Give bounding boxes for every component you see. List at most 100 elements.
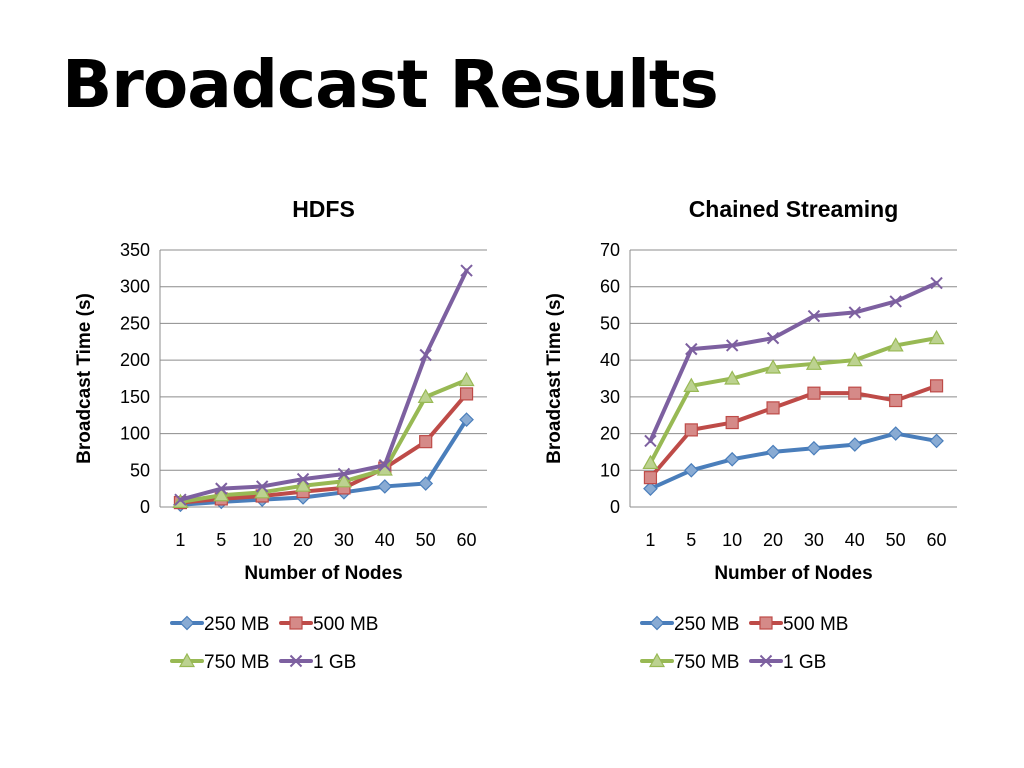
data-point-1-gb — [337, 467, 351, 481]
y-axis-tick-labels: 0 10 20 30 40 50 60 70 — [600, 240, 620, 517]
legend-marker-250-mb — [649, 615, 665, 631]
data-point-750-mb — [295, 477, 312, 492]
x-tick-label: 40 — [845, 530, 865, 550]
x-tick-label: 60 — [457, 530, 477, 550]
legend-label: 750 MB — [674, 652, 739, 673]
data-point-750-mb — [417, 388, 434, 403]
series-line-250-mb — [648, 431, 939, 491]
data-point-750-mb — [335, 473, 352, 488]
series-line-1-gb — [178, 268, 469, 502]
data-point-750-mb — [724, 370, 741, 385]
chart-chained-streaming: Chained Streaming 0 10 20 30 40 50 60 70 1 5 10 20 30… — [510, 185, 980, 685]
legend-item-1-gb: 1 GB — [749, 652, 826, 673]
x-tick-label: 10 — [722, 530, 742, 550]
data-point-1-gb — [215, 482, 228, 495]
data-point-250-mb — [683, 462, 699, 478]
series-750-mb — [642, 329, 945, 470]
data-point-500-mb — [684, 423, 698, 437]
data-point-1-gb — [848, 306, 862, 319]
data-point-1-gb — [460, 264, 473, 277]
data-point-500-mb — [848, 386, 862, 400]
y-tick-label: 70 — [600, 240, 620, 260]
series-500-mb — [643, 379, 944, 485]
data-point-250-mb — [929, 433, 944, 449]
y-tick-label: 10 — [600, 460, 620, 480]
y-tick-label: 350 — [120, 240, 150, 260]
x-tick-label: 5 — [686, 530, 696, 550]
legend-label: 1 GB — [783, 652, 826, 673]
chart-svg: HDFS 0 50 100 150 200 250 300 350 1 5 10 20 30 40 50 60 N… — [74, 196, 487, 673]
y-tick-label: 0 — [140, 497, 150, 517]
data-point-250-mb — [418, 476, 434, 491]
series-line-750-mb — [178, 377, 469, 504]
data-point-1-gb — [296, 472, 310, 486]
legend-marker-500-mb — [759, 616, 773, 630]
x-tick-label: 30 — [334, 530, 354, 550]
data-point-1-gb — [807, 309, 821, 323]
x-tick-label: 40 — [375, 530, 395, 550]
legend: 250 MB 500 MB 750 MB 1 GB — [170, 614, 378, 673]
data-point-1-gb — [766, 331, 780, 345]
data-point-500-mb — [889, 393, 903, 408]
legend-item-750-mb: 750 MB — [640, 652, 739, 673]
x-axis-tick-labels: 1 5 10 20 30 40 50 60 — [175, 530, 476, 550]
legend-label: 500 MB — [783, 614, 848, 635]
legend-item-500-mb: 500 MB — [279, 614, 378, 635]
series-line-1-gb — [648, 281, 939, 443]
chart-svg: Chained Streaming 0 10 20 30 40 50 60 70 1 5 10 20 30… — [544, 196, 957, 673]
series-line-500-mb — [178, 391, 469, 505]
x-tick-label: 1 — [175, 530, 185, 550]
series-1-gb — [644, 276, 943, 448]
x-axis-label: Number of Nodes — [244, 563, 402, 584]
legend-marker-500-mb — [289, 616, 303, 630]
legend-marker-1-gb — [289, 654, 303, 668]
y-tick-label: 40 — [600, 350, 620, 370]
data-point-250-mb — [724, 451, 740, 467]
series-250-mb — [643, 426, 944, 496]
x-tick-label: 20 — [293, 530, 313, 550]
y-tick-label: 60 — [600, 277, 620, 297]
data-point-750-mb — [928, 329, 945, 345]
chart-title: HDFS — [292, 196, 355, 222]
x-tick-label: 20 — [763, 530, 783, 550]
data-point-1-gb — [419, 348, 432, 362]
data-point-1-gb — [930, 276, 943, 290]
data-point-250-mb — [888, 426, 904, 441]
data-point-750-mb — [846, 351, 863, 367]
legend-label: 1 GB — [313, 652, 356, 673]
y-tick-label: 50 — [600, 313, 620, 333]
x-axis-tick-labels: 1 5 10 20 30 40 50 60 — [645, 530, 946, 550]
data-point-1-gb — [644, 434, 657, 448]
y-tick-label: 300 — [120, 277, 150, 297]
legend-label: 500 MB — [313, 614, 378, 635]
y-tick-label: 150 — [120, 387, 150, 407]
legend-marker-750-mb — [648, 652, 666, 668]
data-point-1-gb — [174, 493, 187, 506]
y-tick-label: 20 — [600, 424, 620, 444]
series-1-gb — [174, 264, 473, 506]
y-tick-label: 30 — [600, 387, 620, 407]
data-point-500-mb — [807, 386, 821, 400]
data-point-750-mb — [642, 454, 659, 470]
y-tick-label: 50 — [130, 460, 150, 480]
slide-title: Broadcast Results — [62, 46, 719, 123]
x-tick-label: 10 — [252, 530, 272, 550]
x-tick-label: 50 — [886, 530, 906, 550]
y-tick-label: 100 — [120, 424, 150, 444]
data-point-250-mb — [459, 412, 474, 427]
legend-marker-1-gb — [759, 654, 773, 668]
legend-item-750-mb: 750 MB — [170, 652, 269, 673]
data-point-250-mb — [806, 440, 822, 456]
legend-item-250-mb: 250 MB — [170, 614, 269, 635]
data-point-750-mb — [683, 377, 700, 392]
series-line-750-mb — [648, 336, 939, 465]
data-point-1-gb — [889, 295, 902, 308]
gridlines — [160, 249, 487, 471]
y-tick-label: 200 — [120, 350, 150, 370]
legend-marker-750-mb — [178, 652, 196, 668]
x-axis-label: Number of Nodes — [714, 563, 872, 584]
series-line-500-mb — [648, 383, 939, 480]
data-point-750-mb — [213, 487, 230, 502]
y-axis-label: Broadcast Time (s) — [74, 293, 95, 464]
data-point-750-mb — [765, 359, 782, 374]
